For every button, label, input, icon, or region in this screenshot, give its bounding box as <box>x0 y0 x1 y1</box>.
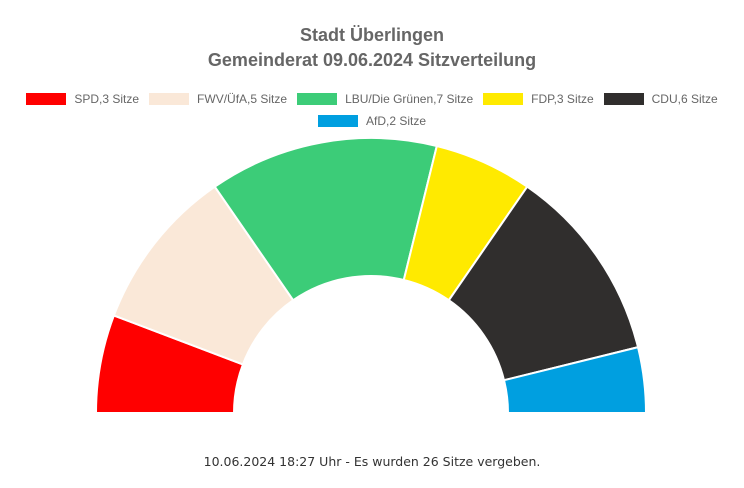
legend: SPD,3 Sitze FWV/ÜfA,5 Sitze LBU/Die Grünen… <box>0 92 744 106</box>
seat-segment-lbu-die-gr-nen[interactable] <box>213 137 439 302</box>
legend-swatch <box>149 93 190 105</box>
legend-swatch <box>483 93 524 105</box>
chart-subtitle: Gemeinderat 09.06.2024 Sitzverteilung <box>207 50 537 70</box>
legend-swatch <box>317 115 358 127</box>
chart-title: Stadt Überlingen <box>299 25 444 45</box>
legend-label: SPD,3 Sitze <box>74 92 140 106</box>
legend-label: LBU/Die Grünen,7 Sitze <box>345 92 474 106</box>
legend-label: FWV/ÜfA,5 Sitze <box>197 92 288 106</box>
footer-status: 10.06.2024 18:27 Uhr - Es wurden 26 Sitz… <box>203 454 541 469</box>
legend-swatch <box>26 93 67 105</box>
legend-item[interactable]: FWV/ÜfA,5 Sitze <box>149 92 287 106</box>
legend-row-2: AfD,2 Sitze <box>0 114 744 128</box>
legend-swatch <box>297 93 338 105</box>
legend-item[interactable]: FDP,3 Sitze <box>483 92 594 106</box>
legend-swatch <box>603 93 644 105</box>
seat-segment-afd[interactable] <box>502 345 648 414</box>
legend-item[interactable]: AfD,2 Sitze <box>317 114 427 128</box>
legend-label: FDP,3 Sitze <box>531 92 594 106</box>
legend-label: CDU,6 Sitze <box>651 92 718 106</box>
legend-item[interactable]: CDU,6 Sitze <box>603 92 718 106</box>
legend-item[interactable]: LBU/Die Grünen,7 Sitze <box>297 92 473 106</box>
legend-label: AfD,2 Sitze <box>365 114 427 128</box>
legend-item[interactable]: SPD,3 Sitze <box>26 92 139 106</box>
